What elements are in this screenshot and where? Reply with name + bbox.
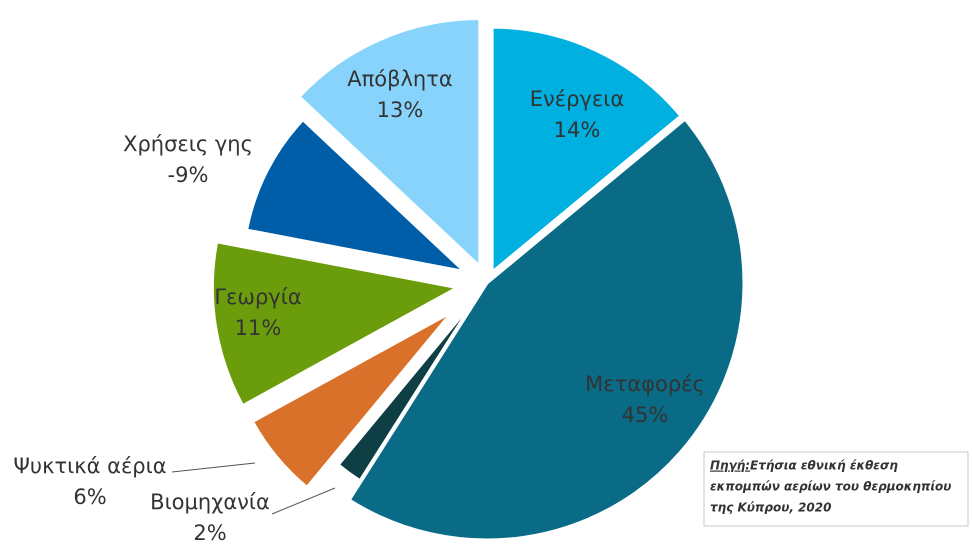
pie-slice: [244, 117, 470, 275]
pie-slice: [296, 16, 482, 270]
value-label: 14%: [554, 118, 601, 142]
pie-slice: [250, 310, 454, 490]
source-line: Ετήσια εθνική έκθεση: [750, 459, 898, 473]
pie-slice: [210, 240, 462, 408]
leader-line: [171, 462, 256, 473]
slice-label: Γεωργία: [214, 285, 301, 309]
value-label: 13%: [377, 98, 424, 122]
slice-label: Ενέργεια: [530, 87, 624, 111]
source-prefix: Πηγή:: [710, 459, 750, 473]
pie-slice: [347, 117, 746, 542]
value-label: 6%: [73, 485, 106, 509]
slice-label: Μεταφορές: [585, 372, 705, 396]
source-line: της Κύπρου, 2020: [710, 501, 831, 515]
slice-label: Απόβλητα: [347, 67, 452, 91]
leader-line: [271, 487, 336, 515]
source-box: [703, 451, 969, 527]
slice-label: Ψυκτικά αέρια: [13, 454, 166, 478]
slice-label: Χρήσεις γης: [123, 132, 253, 156]
value-label: 2%: [193, 521, 226, 544]
source-line: εκπομπών αερίων του θερμοκηπίου: [710, 480, 951, 494]
pie-slice: [336, 298, 477, 483]
value-label: -9%: [168, 163, 209, 187]
value-label: 11%: [235, 316, 282, 340]
slice-label: Βιομηχανία: [150, 490, 270, 514]
value-label: 45%: [622, 403, 669, 427]
pie-slice: [490, 25, 683, 276]
